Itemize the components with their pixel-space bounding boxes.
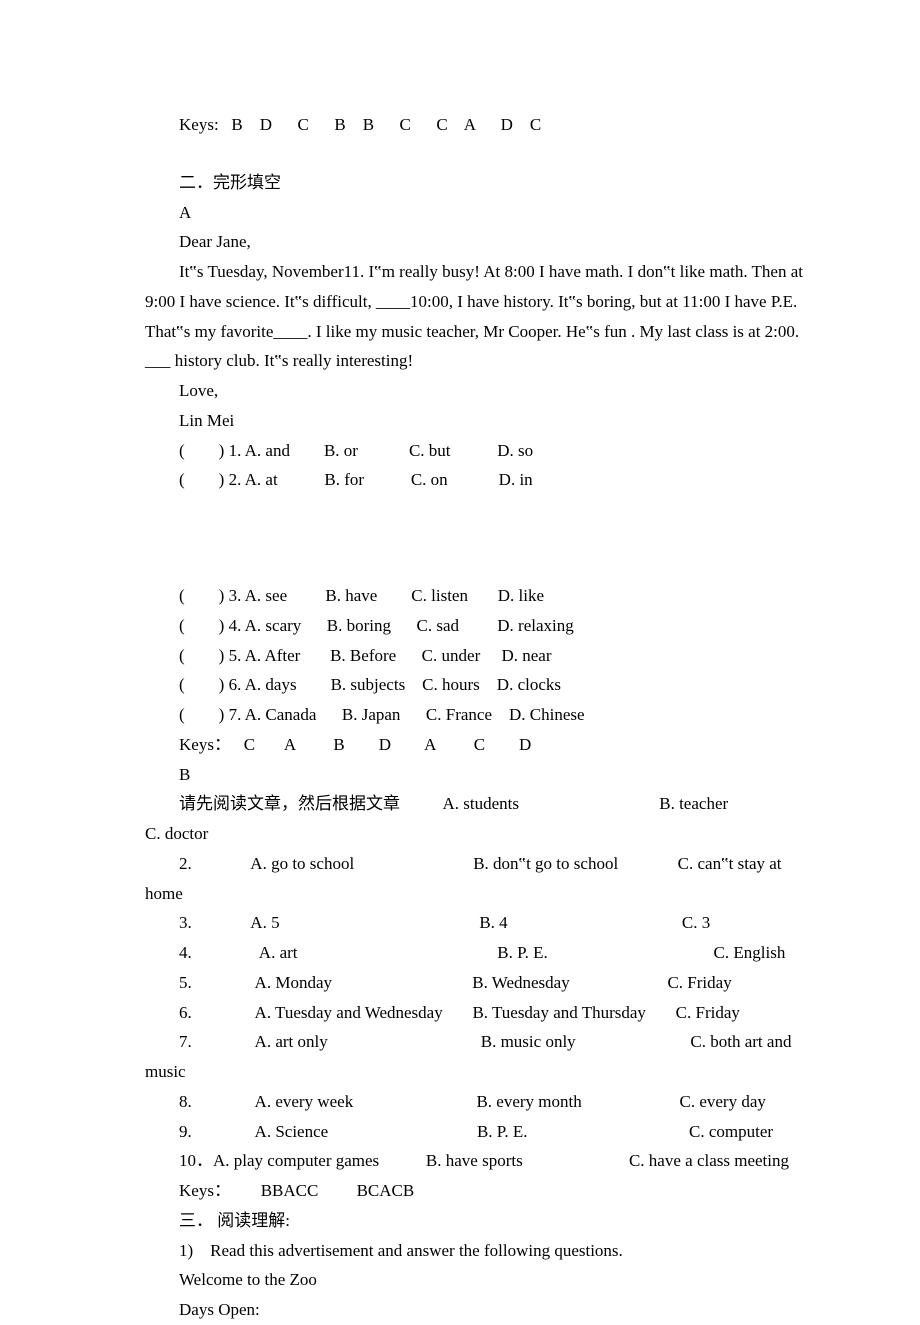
question-a6: ( ) 6. A. days B. subjects C. hours D. c… [145,670,810,700]
question-b6: 6. A. Tuesday and Wednesday B. Tuesday a… [145,998,810,1028]
question-b2: 2. A. go to school B. don‟t go to school… [145,849,810,909]
section3-q1: 1) Read this advertisement and answer th… [145,1236,810,1266]
question-b9: 9. A. Science B. P. E. C. computer [145,1117,810,1147]
document-body: Keys: B D C B B C C A D C 二．完形填空 A Dear … [145,110,810,1325]
zoo-days: Days Open: [145,1295,810,1325]
section2-b-label: B [145,760,810,790]
question-b5: 5. A. Monday B. Wednesday C. Friday [145,968,810,998]
question-b8: 8. A. every week B. every month C. every… [145,1087,810,1117]
passage-a: It‟s Tuesday, November11. I‟m really bus… [145,257,810,376]
question-a4: ( ) 4. A. scary B. boring C. sad D. rela… [145,611,810,641]
question-a1: ( ) 1. A. and B. or C. but D. so [145,436,810,466]
question-b3: 3. A. 5 B. 4 C. 3 [145,908,810,938]
spacer [145,495,810,553]
section2-a-label: A [145,198,810,228]
question-a7: ( ) 7. A. Canada B. Japan C. France D. C… [145,700,810,730]
question-a5: ( ) 5. A. After B. Before C. under D. ne… [145,641,810,671]
section2-title: 二．完形填空 [145,168,810,198]
keys-a: Keys： C A B D A C D [145,730,810,760]
question-a3: ( ) 3. A. see B. have C. listen D. like [145,581,810,611]
spacer [145,553,810,581]
spacer [145,140,810,168]
signoff: Lin Mei [145,406,810,436]
question-b10: 10．A. play computer games B. have sports… [145,1146,810,1176]
keys-b: Keys： BBACC BCACB [145,1176,810,1206]
zoo-welcome: Welcome to the Zoo [145,1265,810,1295]
greeting: Dear Jane, [145,227,810,257]
question-a2: ( ) 2. A. at B. for C. on D. in [145,465,810,495]
question-b7: 7. A. art only B. music only C. both art… [145,1027,810,1087]
love-line: Love, [145,376,810,406]
question-b4: 4. A. art B. P. E. C. English [145,938,810,968]
b-intro: 请先阅读文章，然后根据文章 A. students B. teacher C. … [145,789,810,849]
keys-section1: Keys: B D C B B C C A D C [145,110,810,140]
section3-title: 三． 阅读理解: [145,1206,810,1236]
